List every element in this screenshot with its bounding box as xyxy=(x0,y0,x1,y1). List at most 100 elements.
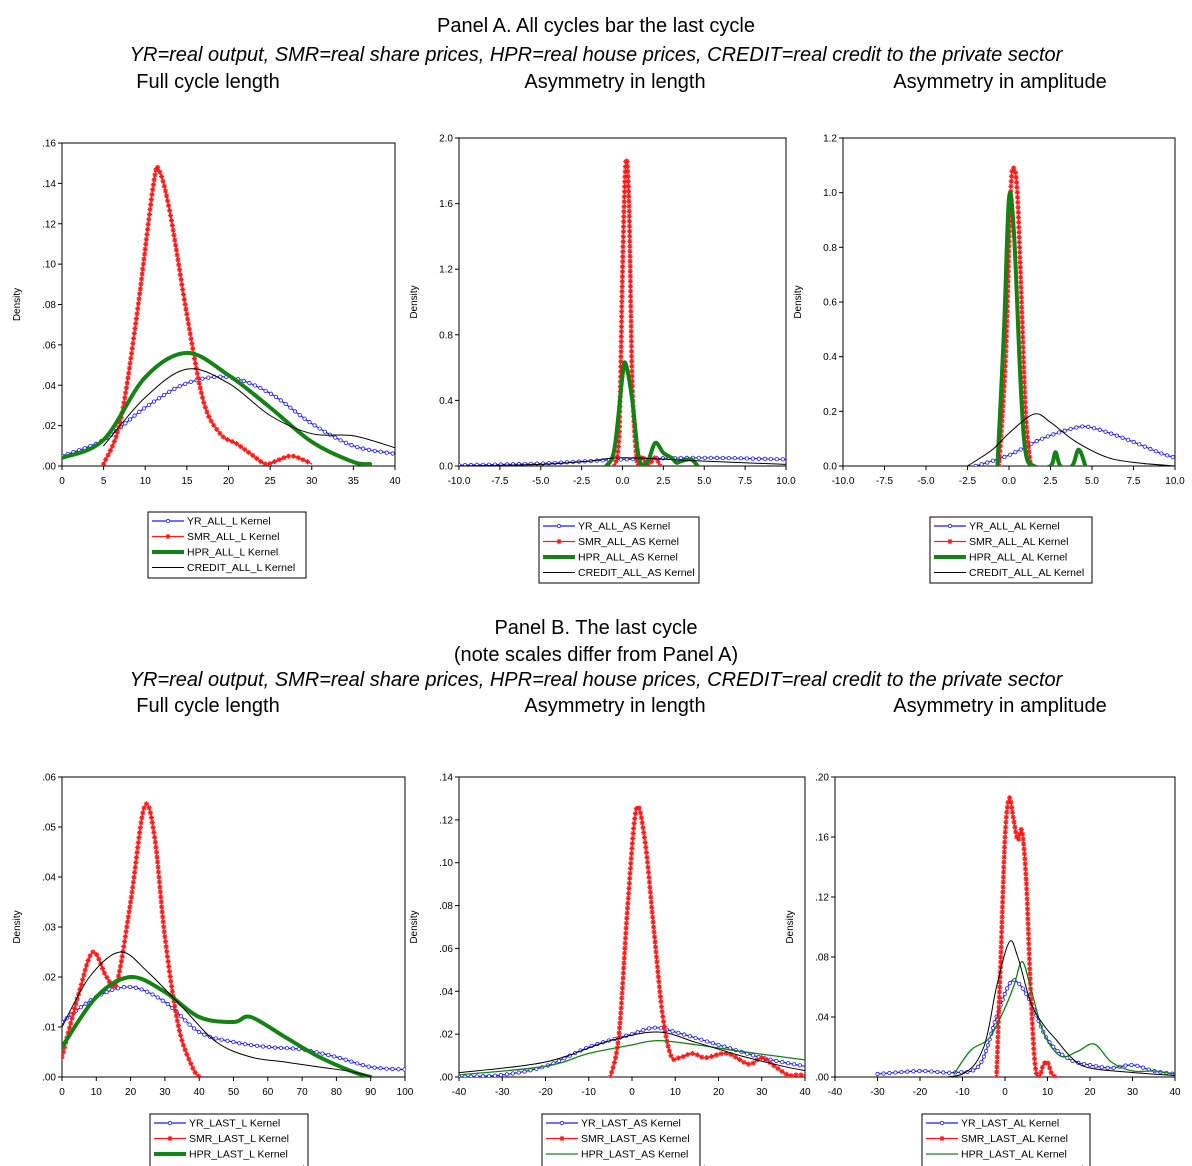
data-point-yr xyxy=(390,1066,395,1072)
data-point-smr xyxy=(157,169,163,175)
data-point-smr xyxy=(657,989,663,995)
data-point-smr xyxy=(653,954,660,960)
data-point-smr xyxy=(180,291,187,298)
data-point-smr xyxy=(183,306,189,312)
data-point-smr xyxy=(638,815,645,821)
y-tick-label: .10 xyxy=(42,260,56,271)
data-point-smr xyxy=(134,849,140,856)
data-point-smr xyxy=(626,890,632,896)
data-point-yr xyxy=(104,989,109,995)
data-point-smr xyxy=(619,309,625,315)
x-tick-label: 0 xyxy=(59,1087,65,1098)
data-point-smr xyxy=(626,213,632,219)
data-point-smr xyxy=(109,443,116,449)
data-point-yr xyxy=(247,380,252,386)
legend-marker-smr xyxy=(559,1135,565,1142)
data-point-yr xyxy=(268,391,273,396)
data-point-smr xyxy=(994,1044,1001,1050)
data-point-smr xyxy=(160,914,166,920)
data-point-smr xyxy=(125,914,131,920)
x-tick-label: 10 xyxy=(140,476,152,487)
data-point-smr xyxy=(1006,243,1012,249)
data-point-smr xyxy=(622,935,629,941)
data-point-yr xyxy=(738,456,743,461)
data-point-smr xyxy=(996,994,1002,1000)
panel-b-legend-line: YR=real output, SMR=real share prices, H… xyxy=(129,669,1063,691)
data-point-yr xyxy=(1105,1065,1110,1070)
x-tick-label: 2.5 xyxy=(656,476,670,487)
data-point-smr xyxy=(1013,179,1020,185)
data-point-smr xyxy=(628,328,634,334)
x-tick-label: 10 xyxy=(670,1087,682,1098)
data-point-smr xyxy=(242,446,248,453)
data-point-yr xyxy=(307,420,312,425)
data-point-smr xyxy=(635,463,641,466)
data-point-smr xyxy=(619,279,625,285)
data-point-smr xyxy=(618,364,624,370)
data-point-smr xyxy=(150,824,156,831)
data-point-smr xyxy=(675,1055,682,1061)
data-point-smr xyxy=(1009,168,1015,174)
data-point-smr xyxy=(1026,936,1032,942)
series-yr xyxy=(459,1025,805,1077)
legend-marker-smr xyxy=(947,538,953,545)
data-point-yr xyxy=(156,396,162,401)
data-point-yr xyxy=(981,1054,987,1059)
data-point-smr xyxy=(1019,304,1025,310)
data-point-smr xyxy=(1017,269,1024,275)
data-point-smr xyxy=(127,904,133,910)
data-point-smr xyxy=(1018,289,1024,295)
data-point-yr xyxy=(774,1058,779,1064)
data-point-smr xyxy=(621,189,628,195)
data-point-smr xyxy=(656,984,662,990)
data-point-smr xyxy=(179,281,185,288)
data-point-smr xyxy=(185,321,192,327)
data-point-yr xyxy=(338,438,343,443)
data-point-smr xyxy=(1018,284,1024,290)
data-point-yr xyxy=(384,450,389,455)
data-point-smr xyxy=(613,458,619,464)
data-point-smr xyxy=(656,979,662,985)
data-point-smr xyxy=(624,158,630,164)
data-point-yr xyxy=(283,401,288,407)
x-tick-label: -10 xyxy=(582,1087,597,1098)
data-point-smr xyxy=(1000,894,1006,900)
data-point-smr xyxy=(623,925,629,931)
x-tick-label: -10.0 xyxy=(832,476,855,487)
data-point-smr xyxy=(90,949,96,955)
data-point-yr xyxy=(337,1055,343,1061)
data-point-yr xyxy=(360,1063,365,1068)
data-point-smr xyxy=(71,1006,78,1012)
data-point-smr xyxy=(680,1054,686,1060)
data-point-yr xyxy=(121,985,127,990)
data-point-smr xyxy=(632,810,639,817)
legend-label-credit: CREDIT_LAST_L Kernel xyxy=(189,1164,305,1166)
data-point-smr xyxy=(647,884,653,890)
data-point-smr xyxy=(77,986,83,992)
data-point-smr xyxy=(169,988,175,994)
data-point-smr xyxy=(620,224,627,230)
data-point-smr xyxy=(994,1054,1000,1060)
data-point-smr xyxy=(160,919,166,925)
data-point-smr xyxy=(1018,826,1024,832)
data-point-smr xyxy=(995,1034,1001,1040)
series-smr xyxy=(611,158,663,466)
data-point-smr xyxy=(1022,861,1028,867)
data-point-smr xyxy=(121,943,127,950)
data-point-yr xyxy=(875,1071,880,1077)
data-point-smr xyxy=(81,972,87,978)
data-point-yr xyxy=(312,423,317,428)
data-point-smr xyxy=(629,353,635,359)
data-point-yr xyxy=(716,1042,721,1048)
data-point-yr xyxy=(975,1064,980,1069)
data-point-yr xyxy=(676,1030,681,1035)
x-tick-label: 10 xyxy=(1042,1087,1054,1098)
data-point-smr xyxy=(113,434,119,440)
data-point-smr xyxy=(122,395,128,401)
x-tick-label: 30 xyxy=(159,1087,171,1098)
data-point-smr xyxy=(1020,359,1027,365)
data-point-smr xyxy=(998,433,1004,439)
x-tick-label: -7.5 xyxy=(491,476,509,487)
legend-label-yr: YR_LAST_AL Kernel xyxy=(961,1118,1059,1130)
y-tick-label: .14 xyxy=(42,179,56,190)
